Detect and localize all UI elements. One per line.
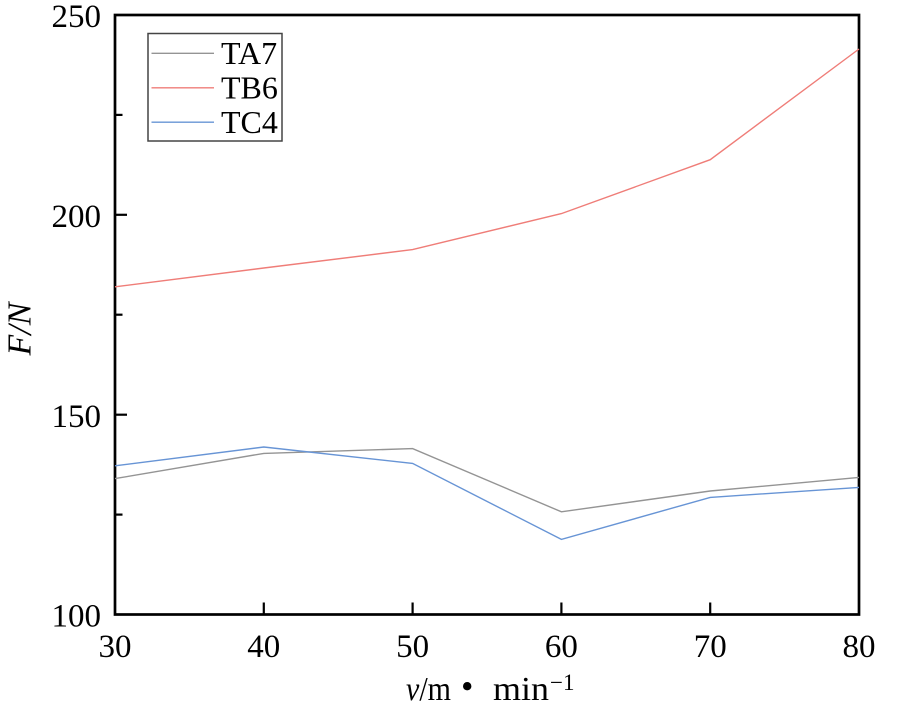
- svg-text:40: 40: [247, 629, 280, 665]
- svg-text:30: 30: [99, 629, 132, 665]
- svg-text:250: 250: [52, 0, 102, 35]
- svg-text:100: 100: [52, 599, 102, 635]
- svg-text:TC4: TC4: [221, 104, 278, 140]
- svg-text:50: 50: [396, 629, 429, 665]
- svg-text:70: 70: [694, 629, 727, 665]
- svg-text:v/m: v/m: [406, 671, 451, 708]
- svg-text:−1: −1: [550, 670, 574, 695]
- svg-text:60: 60: [545, 629, 578, 665]
- svg-text:200: 200: [52, 199, 102, 235]
- svg-text:TA7: TA7: [221, 35, 277, 71]
- svg-text:150: 150: [52, 399, 102, 435]
- svg-text:min: min: [493, 671, 549, 708]
- svg-text:TB6: TB6: [221, 70, 278, 106]
- svg-text:80: 80: [843, 629, 876, 665]
- svg-text:F/N: F/N: [2, 300, 39, 356]
